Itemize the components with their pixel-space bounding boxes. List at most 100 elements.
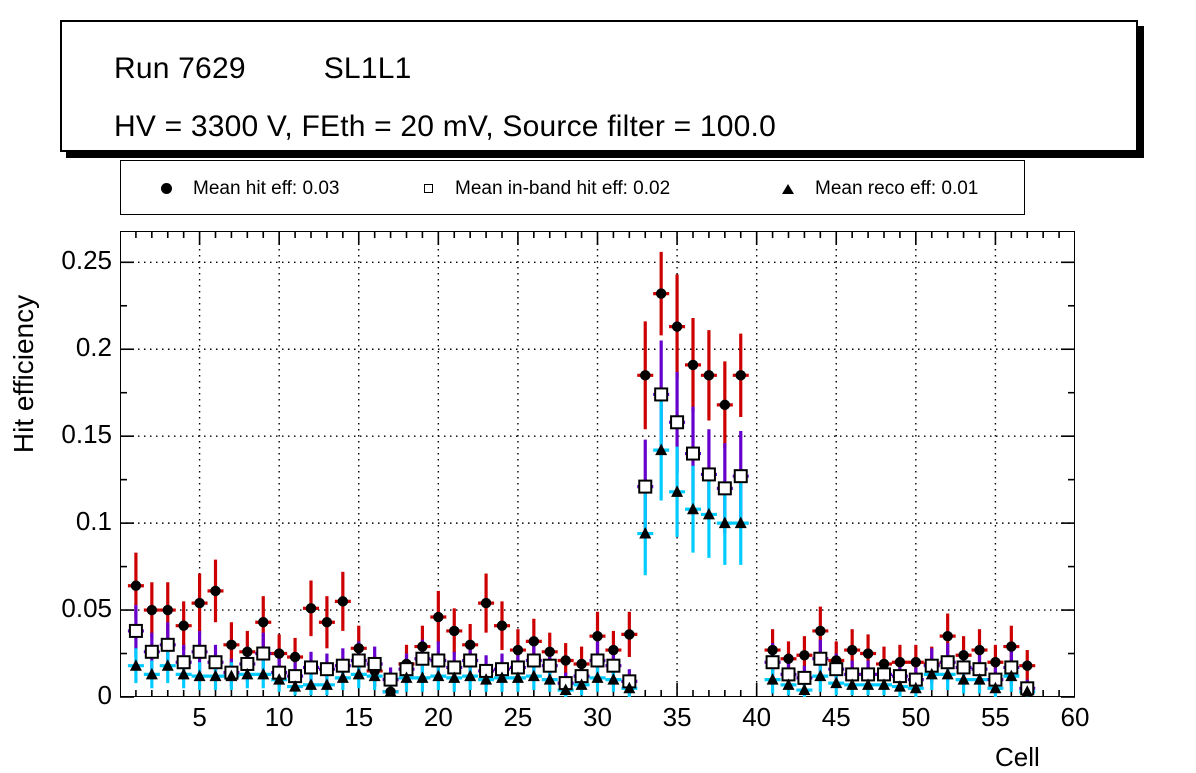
data-marker [144, 644, 159, 659]
legend-label-reco-eff: Mean reco eff: 0.01 [815, 177, 979, 199]
data-marker [846, 678, 859, 690]
x-tick-label: 40 [742, 702, 772, 732]
x-tick-label: 30 [583, 702, 612, 732]
data-marker [878, 658, 890, 670]
data-marker [862, 678, 875, 690]
data-marker [956, 660, 971, 675]
filled-triangle-icon [771, 183, 805, 194]
data-marker [368, 669, 381, 682]
data-marker [815, 625, 826, 637]
data-marker [925, 667, 938, 680]
superlayer-label: SL1L1 [323, 52, 412, 85]
data-marker [464, 669, 477, 682]
data-marker [862, 648, 874, 659]
data-marker [226, 639, 237, 651]
data-marker [511, 671, 524, 683]
conditions-label: HV = 3300 V, FEth = 20 mV, Source filter… [114, 110, 776, 143]
x-tick-label: 60 [1060, 702, 1090, 732]
data-marker [783, 653, 794, 664]
data-marker [560, 655, 571, 666]
data-marker [878, 678, 890, 690]
y-tick-label: 0.05 [61, 593, 112, 624]
data-marker [798, 683, 811, 696]
data-marker [320, 678, 333, 690]
data-marker [734, 516, 747, 529]
data-marker [448, 671, 461, 683]
data-marker [256, 646, 271, 661]
data-marker [989, 681, 1002, 694]
plot-area [120, 231, 1075, 698]
data-marker [559, 683, 572, 696]
data-marker [209, 669, 222, 682]
data-marker [208, 655, 223, 670]
filled-circle-icon [149, 183, 183, 194]
data-marker [703, 370, 715, 381]
x-tick-label: 45 [821, 702, 851, 732]
data-marker [145, 667, 158, 680]
data-marker [592, 630, 603, 642]
data-marker [273, 648, 285, 659]
x-tick-label: 15 [344, 702, 374, 732]
data-marker [305, 603, 317, 614]
data-marker [765, 655, 780, 670]
data-marker [384, 685, 397, 697]
data-marker [273, 673, 286, 685]
data-marker [575, 678, 588, 690]
data-marker [400, 671, 413, 683]
data-marker [671, 321, 683, 332]
data-marker [161, 659, 174, 671]
data-marker [606, 658, 621, 673]
data-marker [417, 641, 428, 652]
data-marker [258, 617, 269, 628]
legend-label-hit-eff: Mean hit eff: 0.03 [193, 177, 340, 199]
data-marker [813, 651, 828, 666]
data-marker [129, 659, 142, 671]
y-tick-label: 0.2 [75, 332, 112, 363]
title-box: Run 7629 SL1L1 HV = 3300 V, FEth = 20 mV,… [60, 20, 1138, 152]
y-tick-label: 0.15 [61, 419, 112, 450]
data-marker [766, 673, 779, 685]
x-tick-label: 50 [901, 702, 931, 732]
data-marker [194, 597, 205, 609]
data-marker [480, 673, 493, 685]
data-marker [654, 387, 669, 402]
legend-label-inband-hit-eff: Mean in-band hit eff: 0.02 [455, 177, 671, 199]
y-axis-title: Hit efficiency [8, 294, 39, 454]
data-marker [335, 658, 350, 673]
data-marker [670, 415, 685, 430]
data-marker [655, 288, 667, 299]
data-marker [512, 644, 524, 656]
data-marker [415, 651, 430, 666]
data-marker [210, 585, 221, 597]
title-line-run: Run 7629 SL1L1 [114, 52, 411, 86]
data-marker [639, 527, 652, 539]
data-marker [431, 653, 446, 668]
data-marker [1021, 685, 1034, 697]
data-marker [289, 651, 301, 663]
data-marker [527, 669, 540, 682]
data-marker [1022, 660, 1033, 671]
data-marker [733, 469, 748, 484]
data-marker [177, 667, 190, 680]
data-marker [799, 650, 810, 661]
data-marker [686, 446, 700, 461]
data-marker [130, 580, 142, 591]
data-marker [160, 637, 175, 652]
data-marker [974, 644, 985, 656]
data-marker [319, 662, 334, 677]
x-tick-label: 25 [503, 702, 533, 732]
data-marker [767, 644, 778, 656]
legend-entry-reco-eff: Mean reco eff: 0.01 [771, 161, 978, 216]
x-tick-label: 10 [264, 702, 294, 732]
data-marker [225, 669, 238, 682]
data-marker [1006, 641, 1017, 652]
data-marker [830, 676, 843, 689]
data-marker [542, 658, 557, 673]
data-marker [146, 604, 158, 616]
data-marker [702, 507, 715, 520]
data-marker [640, 370, 651, 381]
data-marker [162, 604, 173, 616]
data-marker [257, 667, 270, 680]
run-label: Run 7629 [114, 52, 246, 85]
